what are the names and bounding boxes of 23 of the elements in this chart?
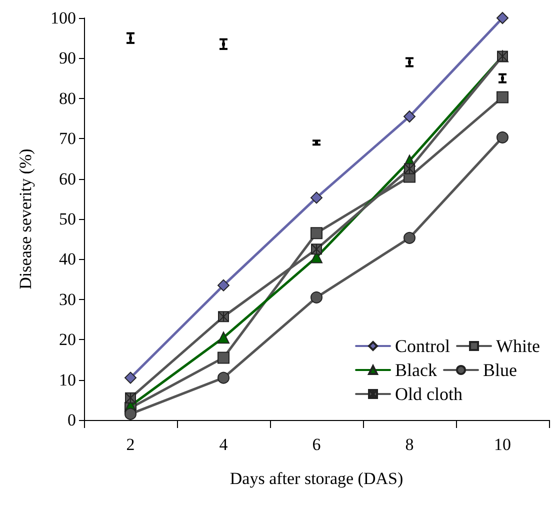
legend-label: Blue [483, 360, 518, 380]
y-tick-label: 50 [59, 210, 76, 228]
y-tick-label: 30 [59, 290, 76, 309]
y-axis-title: Disease severity (%) [16, 148, 35, 290]
y-tick-label: 20 [59, 330, 76, 350]
y-tick-label: 0 [68, 410, 76, 430]
x-tick-label: 4 [219, 435, 228, 454]
legend-label: Control [395, 336, 450, 356]
y-tick-label: 10 [59, 370, 76, 390]
y-tick-label: 100 [50, 8, 76, 28]
x-tick-label: 2 [126, 435, 135, 454]
x-tick-label: 8 [405, 435, 414, 454]
legend-label: Old cloth [395, 384, 463, 404]
y-tick-label: 60 [59, 169, 76, 188]
legend-label: Black [395, 360, 438, 380]
legend-label: White [496, 336, 540, 356]
y-tick-label: 80 [59, 88, 76, 108]
x-axis-title: Days after storage (DAS) [230, 469, 404, 488]
y-tick-label: 40 [59, 250, 76, 269]
y-tick-label: 70 [59, 129, 76, 148]
x-tick-label: 10 [494, 435, 511, 454]
x-tick-label: 6 [312, 435, 321, 454]
y-tick-label: 90 [59, 48, 76, 68]
